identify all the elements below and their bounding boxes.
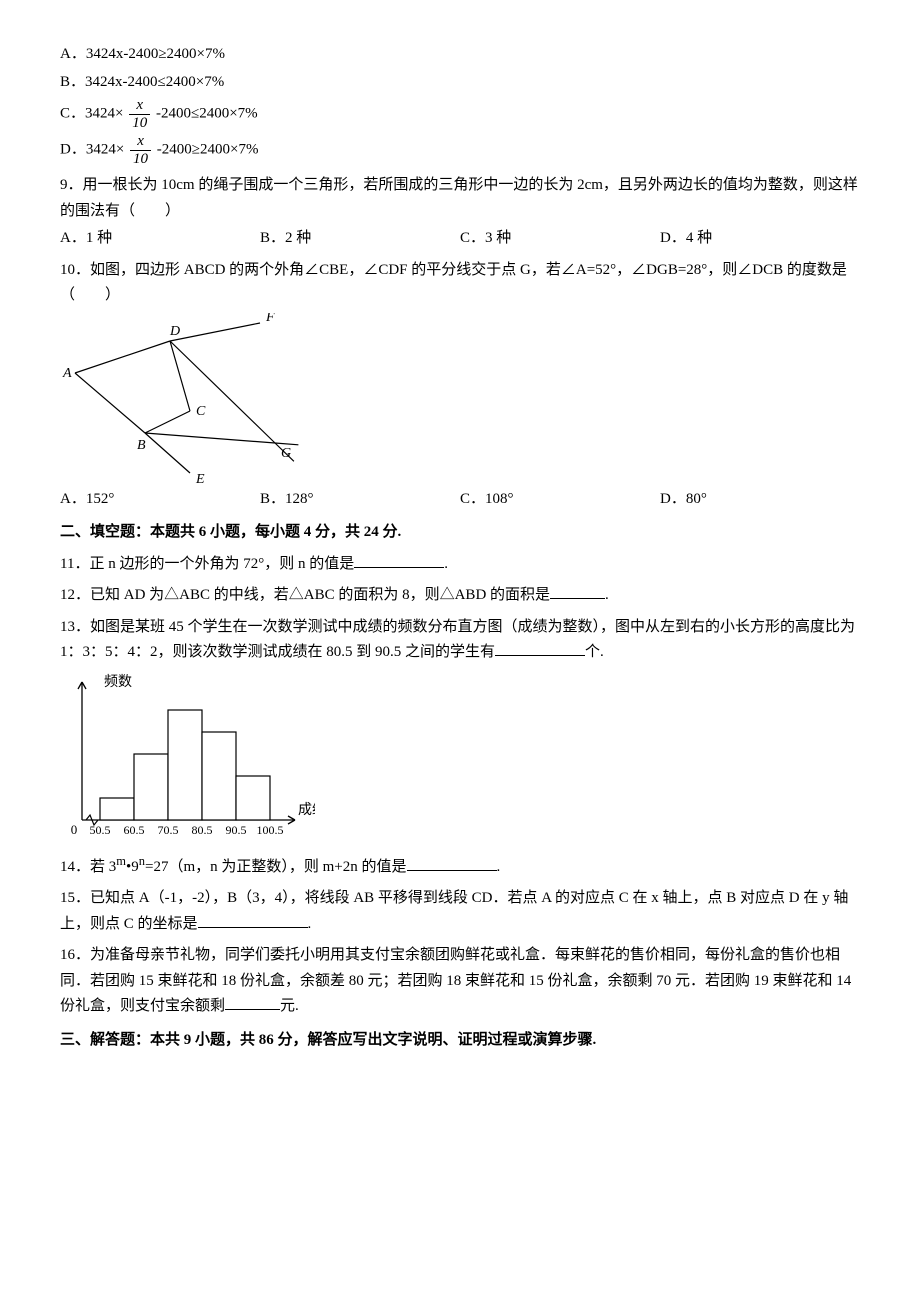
q16-end: 元.: [280, 998, 299, 1014]
q12-blank: [550, 583, 605, 599]
q8c-pre: C．3424×: [60, 105, 123, 121]
q15-text: 15．已知点 A（-1，-2），B（3，4），将线段 AB 平移得到线段 CD．…: [60, 890, 848, 932]
q10-option-b: B．128°: [260, 487, 460, 513]
q8d-pre: D．3424×: [60, 141, 124, 157]
q10-text: 10．如图，四边形 ABCD 的两个外角∠CBE，∠CDF 的平分线交于点 G，…: [60, 258, 860, 309]
q13-histogram: 频数成绩 0 50.5 60.5 70.5 80.5 90.5 100.5: [60, 670, 315, 845]
q15: 15．已知点 A（-1，-2），B（3，4），将线段 AB 平移得到线段 CD．…: [60, 886, 860, 937]
q14-mid1: •9: [126, 859, 139, 875]
svg-text:60.5: 60.5: [124, 823, 145, 837]
q16-blank: [225, 994, 280, 1010]
q8c-fraction: x 10: [129, 97, 150, 131]
section3-title: 三、解答题：本共 9 小题，共 86 分，解答应写出文字说明、证明过程或演算步骤…: [60, 1028, 860, 1054]
svg-text:50.5: 50.5: [90, 823, 111, 837]
q9-option-b: B．2 种: [260, 226, 460, 252]
q10-option-a: A．152°: [60, 487, 260, 513]
q12: 12．已知 AD 为△ABC 的中线，若△ABC 的面积为 8，则△ABD 的面…: [60, 583, 860, 609]
q14: 14．若 3m•9n=27（m，n 为正整数），则 m+2n 的值是.: [60, 851, 860, 881]
svg-text:成绩: 成绩: [298, 802, 315, 818]
q8d-frac-den: 10: [130, 151, 151, 168]
q16: 16．为准备母亲节礼物，同学们委托小明用其支付宝余额团购鲜花或礼盒．每束鲜花的售…: [60, 943, 860, 1020]
q8-option-d: D．3424× x 10 -2400≥2400×7%: [60, 133, 860, 167]
svg-text:G: G: [281, 446, 291, 461]
svg-text:B: B: [137, 438, 146, 453]
q12-end: .: [605, 587, 609, 603]
q12-text: 12．已知 AD 为△ABC 的中线，若△ABC 的面积为 8，则△ABD 的面…: [60, 587, 550, 603]
q14-end: .: [497, 859, 501, 875]
svg-text:频数: 频数: [104, 674, 132, 690]
q14-pre: 14．若 3: [60, 859, 116, 875]
q13-text: 13．如图是某班 45 个学生在一次数学测试中成绩的频数分布直方图（成绩为整数）…: [60, 619, 855, 661]
q8-option-a: A．3424x-2400≥2400×7%: [60, 42, 860, 68]
q15-end: .: [308, 916, 312, 932]
q8c-post: -2400≤2400×7%: [156, 105, 258, 121]
svg-text:F: F: [265, 313, 275, 325]
q8-option-c: C．3424× x 10 -2400≤2400×7%: [60, 97, 860, 131]
svg-text:C: C: [196, 404, 206, 419]
q8c-frac-num: x: [129, 97, 150, 115]
svg-text:E: E: [195, 472, 205, 483]
q10-option-d: D．80°: [660, 487, 860, 513]
svg-text:70.5: 70.5: [158, 823, 179, 837]
q13-end: 个.: [585, 644, 604, 660]
section2-title: 二、填空题：本题共 6 小题，每小题 4 分，共 24 分.: [60, 520, 860, 546]
q11-end: .: [444, 556, 448, 572]
q8c-frac-den: 10: [129, 115, 150, 132]
q13-blank: [495, 640, 585, 656]
q9-option-d: D．4 种: [660, 226, 860, 252]
q10-figure: A B C D E F G: [60, 313, 320, 483]
q14-mid2: =27（m，n 为正整数），则 m+2n 的值是: [145, 859, 407, 875]
svg-text:D: D: [169, 324, 180, 339]
q11-blank: [354, 552, 444, 568]
q10-choices: A．152° B．128° C．108° D．80°: [60, 487, 860, 513]
q9-choices: A．1 种 B．2 种 C．3 种 D．4 种: [60, 226, 860, 252]
q8d-fraction: x 10: [130, 133, 151, 167]
svg-text:80.5: 80.5: [192, 823, 213, 837]
q8-option-b: B．3424x-2400≤2400×7%: [60, 70, 860, 96]
q9-option-c: C．3 种: [460, 226, 660, 252]
q14-sup1: m: [116, 854, 126, 868]
q10-option-c: C．108°: [460, 487, 660, 513]
svg-text:0: 0: [71, 822, 78, 837]
q9-option-a: A．1 种: [60, 226, 260, 252]
q15-blank: [198, 912, 308, 928]
svg-text:A: A: [62, 366, 72, 381]
q8d-frac-num: x: [130, 133, 151, 151]
q8d-post: -2400≥2400×7%: [157, 141, 259, 157]
q16-text: 16．为准备母亲节礼物，同学们委托小明用其支付宝余额团购鲜花或礼盒．每束鲜花的售…: [60, 947, 851, 1014]
q11: 11．正 n 边形的一个外角为 72°，则 n 的值是.: [60, 552, 860, 578]
svg-text:90.5: 90.5: [226, 823, 247, 837]
svg-text:100.5: 100.5: [257, 823, 284, 837]
q14-blank: [407, 855, 497, 871]
q9-text: 9．用一根长为 10cm 的绳子围成一个三角形，若所围成的三角形中一边的长为 2…: [60, 173, 860, 224]
q13: 13．如图是某班 45 个学生在一次数学测试中成绩的频数分布直方图（成绩为整数）…: [60, 615, 860, 666]
q11-text: 11．正 n 边形的一个外角为 72°，则 n 的值是: [60, 556, 354, 572]
